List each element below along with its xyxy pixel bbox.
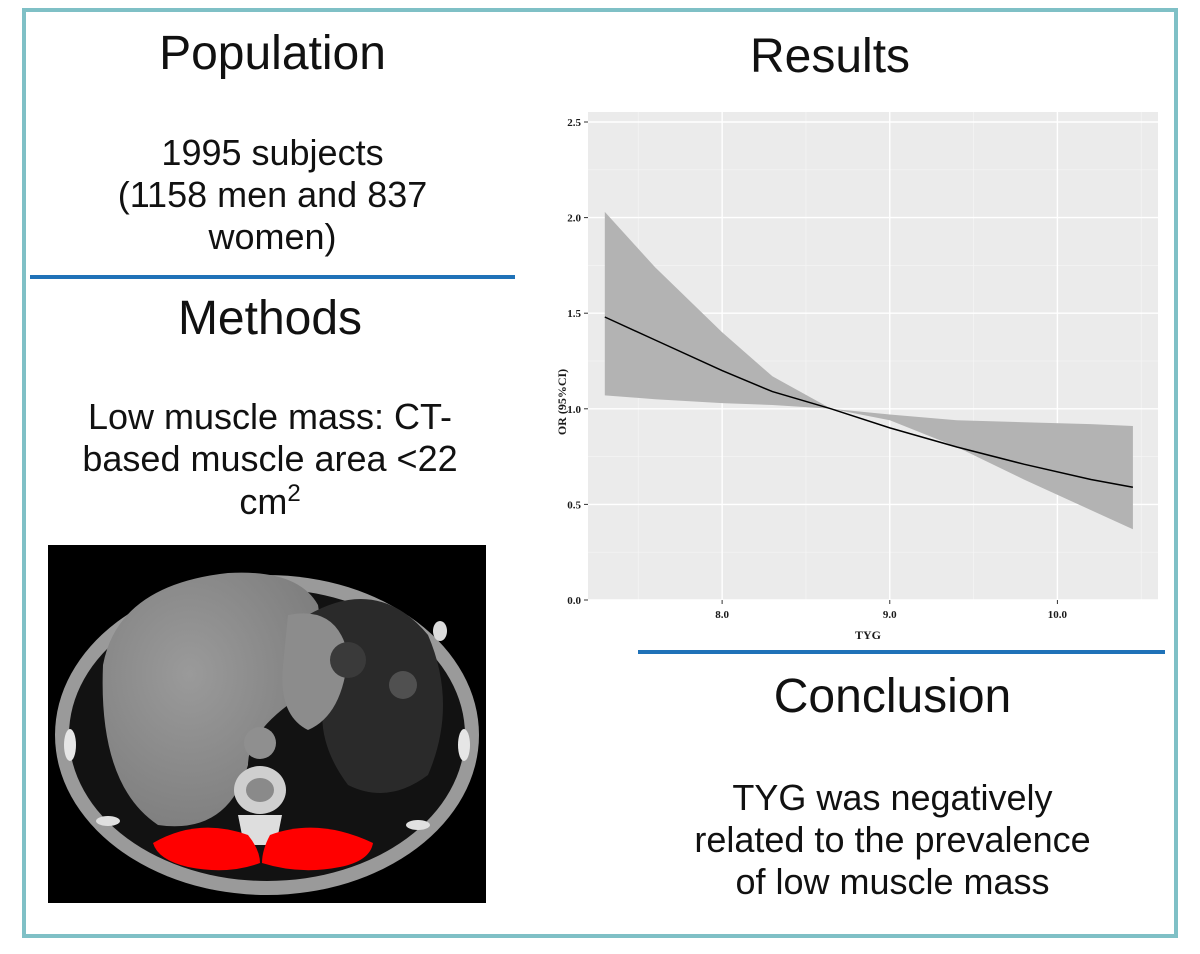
y-tick-label: 2.5 xyxy=(567,117,581,129)
methods-text: Low muscle mass: CT- based muscle area <… xyxy=(40,396,500,523)
population-text: 1995 subjects (1158 men and 837 women) xyxy=(40,132,505,258)
results-divider xyxy=(638,650,1165,654)
population-heading: Population xyxy=(159,27,386,80)
ci-band xyxy=(604,211,1133,530)
y-tick-label: 0.0 xyxy=(567,595,581,607)
conclusion-line-2: related to the prevalence xyxy=(694,819,1091,861)
conclusion-line-1: TYG was negatively xyxy=(732,777,1053,818)
or-curve xyxy=(604,316,1134,488)
conclusion-text: TYG was negatively related to the preval… xyxy=(640,777,1145,903)
x-axis: 8.0 9.0 10.0 xyxy=(715,600,1068,621)
population-divider xyxy=(30,275,515,279)
y-tick-label: 1.5 xyxy=(567,308,581,320)
methods-unit: cm xyxy=(239,481,288,523)
y-tick-label: 1.0 xyxy=(567,404,581,416)
muscle-mask-left xyxy=(153,827,260,871)
x-axis-label: TYG xyxy=(855,628,881,642)
conclusion-line-3: of low muscle mass xyxy=(735,861,1050,903)
conclusion-heading: Conclusion xyxy=(773,670,1012,723)
population-line-3: women) xyxy=(208,216,337,258)
results-heading: Results xyxy=(749,30,911,83)
ct-scan-illustration xyxy=(55,572,479,895)
y-tick-label: 2.0 xyxy=(567,213,581,225)
methods-unit-superscript: 2 xyxy=(287,480,301,508)
results-chart: 0.0 0.5 1.0 1.5 2.0 2.5 8.0 9.0 10.0 TYG OR (95… xyxy=(540,112,1180,652)
methods-line-3: cm2 xyxy=(40,480,500,523)
grid-lines xyxy=(588,112,1158,601)
methods-line-1: Low muscle mass: CT- xyxy=(87,396,453,437)
x-tick-label: 9.0 xyxy=(883,609,897,621)
ct-scan-image xyxy=(48,545,486,903)
population-line-1: 1995 subjects xyxy=(161,132,384,173)
population-line-2: (1158 men and 837 xyxy=(117,174,428,216)
y-axis: 0.0 0.5 1.0 1.5 2.0 2.5 xyxy=(567,117,588,607)
x-tick-label: 10.0 xyxy=(1048,609,1068,621)
methods-line-2: based muscle area <22 xyxy=(82,438,458,480)
methods-heading: Methods xyxy=(177,292,363,345)
muscle-mask-right xyxy=(262,827,373,871)
poster-frame xyxy=(22,8,1178,938)
x-tick-label: 8.0 xyxy=(715,609,729,621)
y-axis-label: OR (95%CI) xyxy=(555,369,569,435)
chart-svg: 0.0 0.5 1.0 1.5 2.0 2.5 8.0 9.0 10.0 TYG OR (95… xyxy=(555,112,1158,642)
y-tick-label: 0.5 xyxy=(567,499,581,511)
